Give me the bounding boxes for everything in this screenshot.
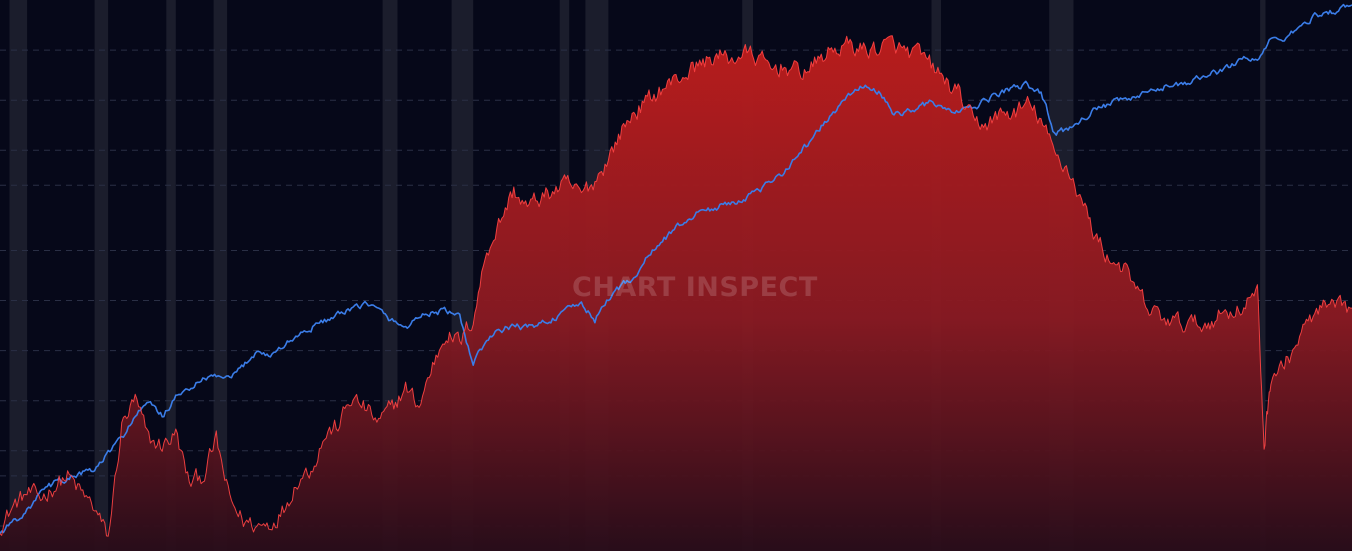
series-lines [0,3,1352,537]
shaded-period [94,0,109,551]
shaded-period [213,0,228,551]
series-b-area [0,35,1352,551]
series-a-line [0,3,1352,534]
shaded-period [166,0,176,551]
series-b-line [0,35,1352,537]
shaded-period [1260,0,1266,551]
series-b-fill [0,35,1352,551]
shaded-period [9,0,28,551]
